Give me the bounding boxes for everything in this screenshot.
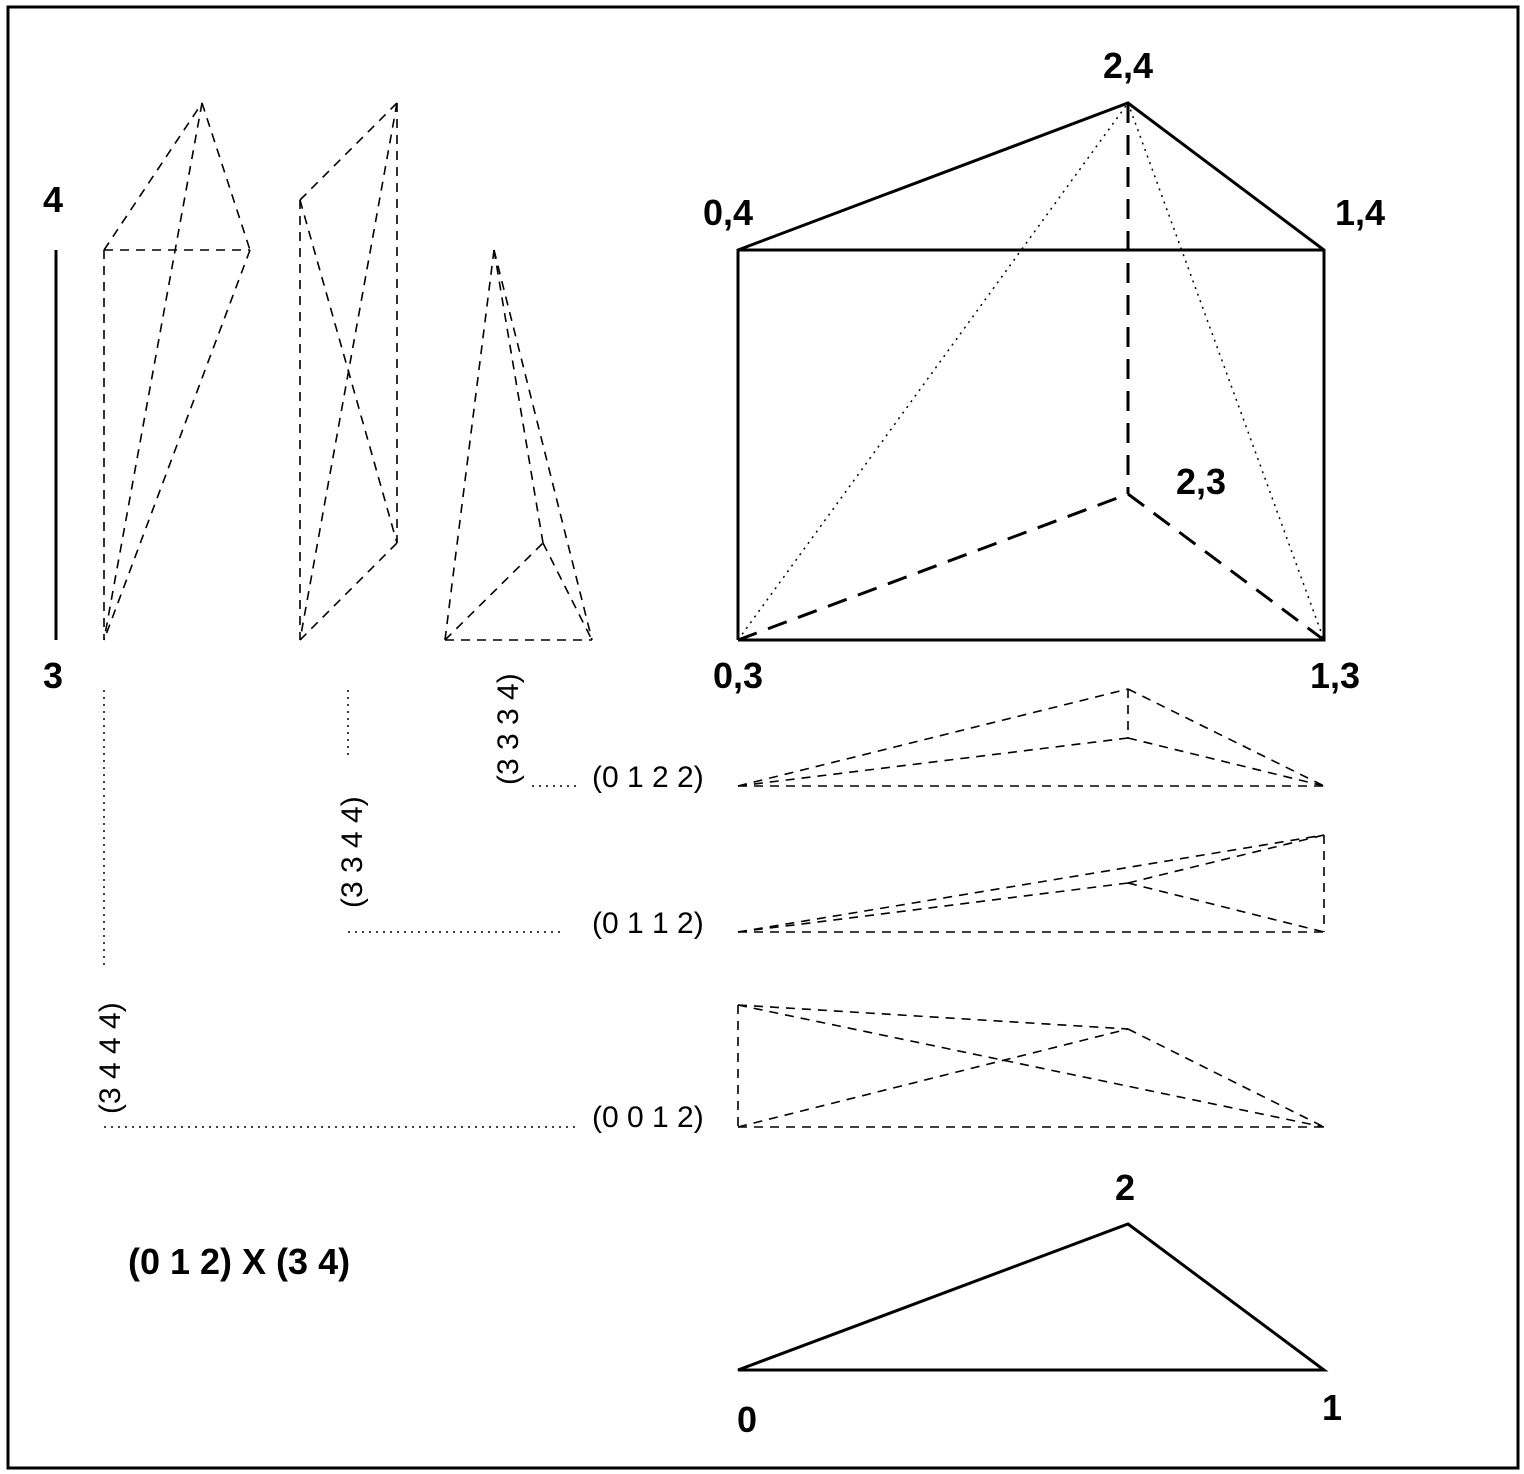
edge — [444, 542, 544, 641]
tetrahedron-left-c — [444, 249, 593, 641]
edge — [1127, 882, 1325, 933]
prism-front-edges — [736, 101, 1326, 642]
edge — [201, 102, 251, 251]
triangle-edges — [737, 1222, 1329, 1372]
edge — [103, 102, 203, 251]
edge — [493, 249, 593, 641]
prism-diagonal-right — [1127, 102, 1325, 641]
edge — [1127, 737, 1325, 787]
simplex-label-s1-top: (3 3 3 4) — [492, 673, 525, 785]
segment-vertex-4-label: 4 — [43, 179, 63, 220]
edge — [737, 737, 1129, 787]
edge — [103, 102, 203, 641]
edge — [737, 688, 1129, 787]
triangle-vertex-0-label: 0 — [737, 1399, 757, 1440]
prism-vertex-14-label: 1,4 — [1335, 192, 1385, 233]
triangle-vertex-1-label: 1 — [1322, 1387, 1342, 1428]
prism-vertex-24-label: 2,4 — [1103, 45, 1153, 86]
edge — [737, 1004, 1129, 1030]
simplex-label-s2-bottom: (0 1 1 2) — [592, 907, 704, 940]
tetrahedron-left-a — [103, 102, 251, 641]
edge — [737, 882, 1129, 933]
edge — [1127, 834, 1325, 884]
simplex-label-s3-bottom: (0 0 1 2) — [592, 1101, 704, 1134]
simplex-label-s3-top: (3 4 4 4) — [94, 1002, 127, 1114]
edge — [493, 249, 544, 544]
edge — [1127, 1028, 1325, 1128]
prism-diagonal-left — [737, 102, 1129, 641]
edge — [299, 102, 398, 201]
edge — [737, 1028, 1129, 1128]
simplex-label-s2-top: (3 3 4 4) — [336, 796, 369, 908]
prism-vertex-03-label: 0,3 — [713, 655, 763, 696]
edge — [444, 249, 495, 641]
segment-vertex-3-label: 3 — [43, 655, 63, 696]
edge — [103, 249, 251, 641]
edge — [542, 542, 593, 641]
prism-vertex-13-label: 1,3 — [1310, 655, 1360, 696]
prism: 2,4 0,4 1,4 2,3 0,3 1,3 — [703, 45, 1385, 696]
simplex-label-s1-bottom: (0 1 2 2) — [592, 761, 704, 794]
edge — [299, 102, 398, 641]
prism-vertex-23-label: 2,3 — [1176, 461, 1226, 502]
tetrahedron-flat-0112 — [737, 834, 1325, 933]
edge — [737, 1004, 1325, 1128]
edge — [1127, 688, 1325, 787]
triangle-0-1-2: 2 0 1 — [737, 1167, 1342, 1440]
edge — [299, 542, 398, 641]
edge — [737, 834, 1325, 933]
tetrahedron-left-b — [299, 102, 398, 641]
product-label: (0 1 2) X (3 4) — [128, 1241, 350, 1282]
tetrahedron-flat-0012 — [737, 1004, 1325, 1128]
tetrahedron-flat-0122 — [737, 688, 1325, 787]
segment-3-4: 4 3 — [43, 179, 63, 696]
leader-lines — [103, 690, 580, 1128]
prism-hidden-base-right — [1127, 492, 1325, 642]
prism-vertex-04-label: 0,4 — [703, 192, 753, 233]
prism-hidden-base-left — [737, 492, 1129, 642]
figure-frame — [6, 5, 1520, 1470]
triangle-vertex-2-label: 2 — [1115, 1167, 1135, 1208]
